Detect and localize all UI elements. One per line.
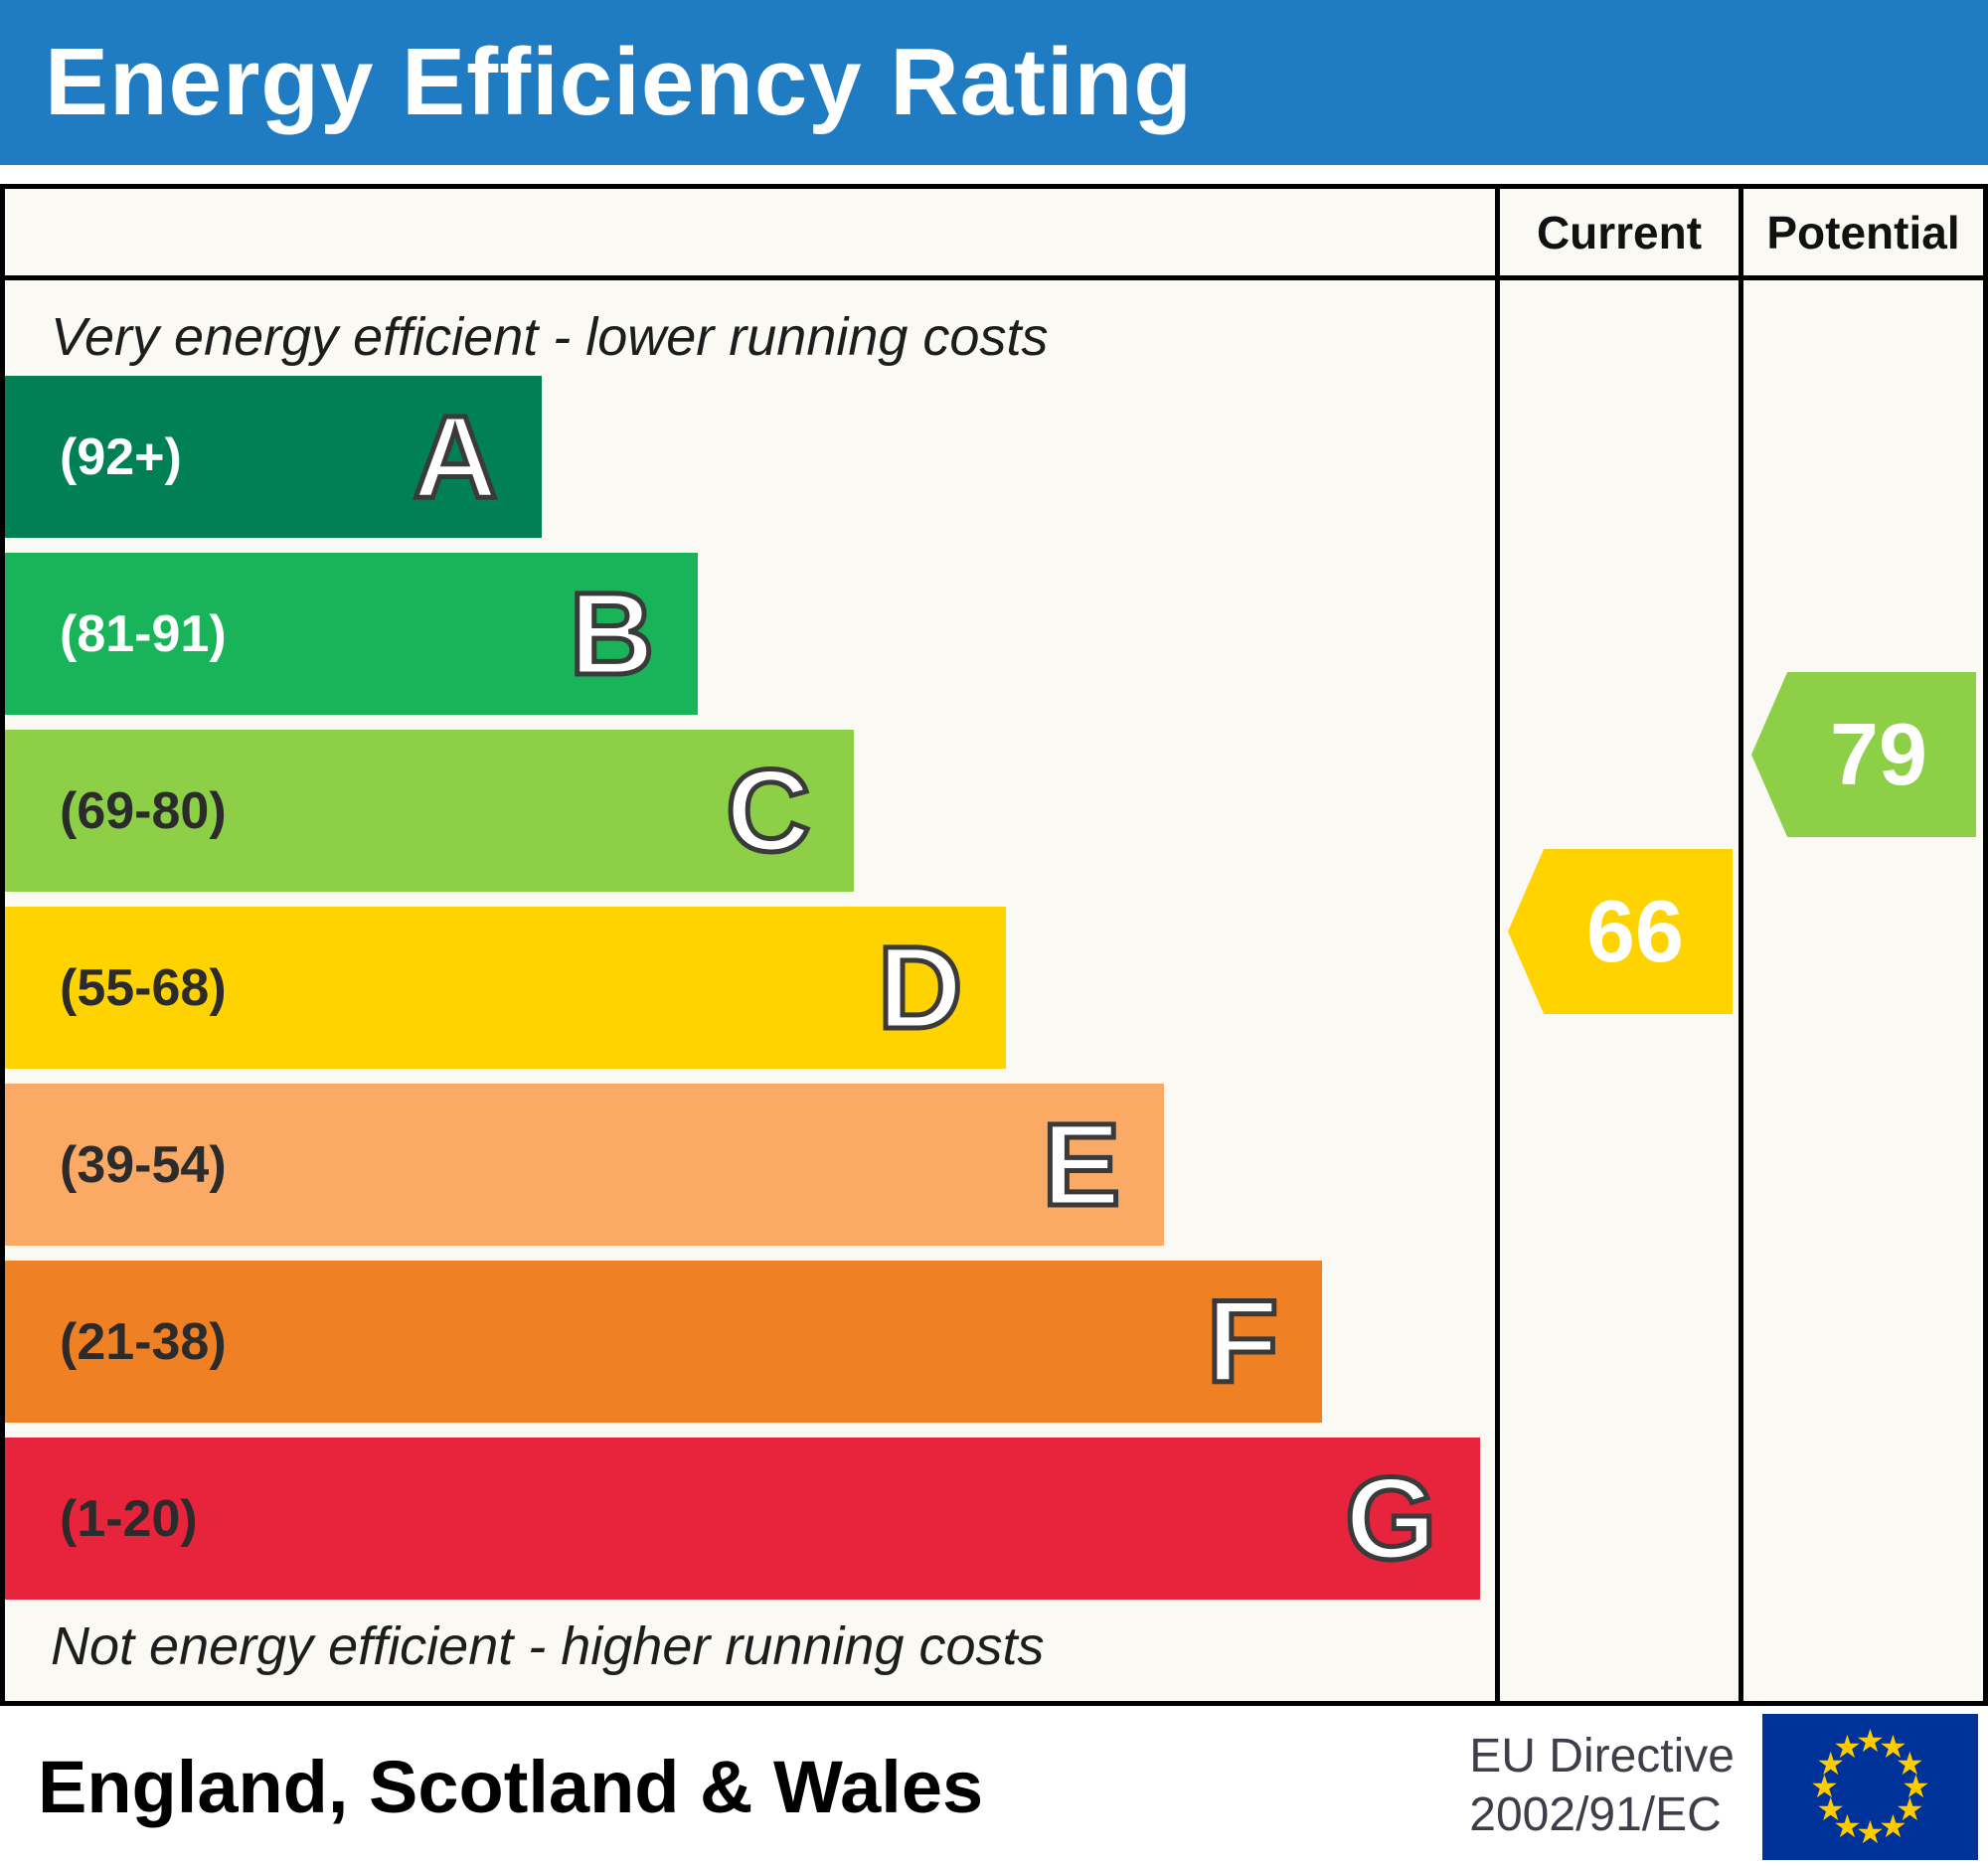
rating-band-bar: (55-68) D: [5, 907, 1007, 1069]
potential-rating-arrow: 79: [1751, 672, 1976, 837]
rating-band-bar: (1-20) G: [5, 1438, 1480, 1600]
rating-band-row: (92+) A: [5, 376, 1495, 538]
band-range-label: (81-91): [60, 604, 227, 663]
column-header-spacer: [5, 189, 1495, 280]
band-letter: A: [411, 391, 500, 523]
eu-directive-label: EU Directive 2002/91/EC: [1469, 1728, 1735, 1844]
rating-band-row: (55-68) D: [5, 907, 1495, 1069]
band-letter: B: [567, 568, 656, 700]
current-column: 66: [1495, 280, 1739, 1701]
eu-flag-star-icon: ★: [1810, 1769, 1839, 1804]
energy-efficiency-chart: Current Potential Very energy efficient …: [0, 184, 1988, 1706]
current-rating-value: 66: [1586, 882, 1684, 980]
top-note: Very energy efficient - lower running co…: [51, 307, 1049, 367]
band-range-label: (55-68): [60, 958, 227, 1017]
rating-band-bar: (21-38) F: [5, 1261, 1323, 1423]
potential-column: 79: [1739, 280, 1983, 1701]
band-letter: D: [876, 922, 965, 1054]
band-range-label: (1-20): [60, 1489, 198, 1548]
rating-band-row: (81-91) B: [5, 553, 1495, 715]
rating-band-row: (69-80) C: [5, 730, 1495, 892]
rating-band-row: (39-54) E: [5, 1084, 1495, 1246]
rating-band-bar: (81-91) B: [5, 553, 699, 715]
rating-band-bar: (39-54) E: [5, 1084, 1165, 1246]
eu-flag-star-icon: ★: [1902, 1769, 1930, 1804]
eu-flag-star-icon: ★: [1833, 1807, 1862, 1844]
eu-flag-star-icon: ★: [1879, 1807, 1907, 1844]
band-letter: G: [1343, 1452, 1439, 1585]
rating-band-bar: (92+) A: [5, 376, 542, 538]
eu-flag-star-icon: ★: [1816, 1791, 1845, 1827]
eu-flag-star-icon: ★: [1879, 1729, 1907, 1766]
eu-directive-line2: 2002/91/EC: [1469, 1788, 1722, 1841]
rating-band-row: (1-20) G: [5, 1438, 1495, 1600]
chart-footer: England, Scotland & Wales EU Directive 2…: [0, 1706, 1988, 1867]
rating-band-row: (21-38) F: [5, 1261, 1495, 1423]
eu-flag-star-icon: ★: [1856, 1723, 1885, 1759]
bands-column: Very energy efficient - lower running co…: [5, 280, 1495, 1701]
eu-flag-star-icon: ★: [1895, 1791, 1924, 1827]
eu-flag-icon: ★ ★ ★ ★ ★ ★ ★ ★ ★ ★ ★ ★: [1762, 1713, 1978, 1860]
current-column-header: Current: [1495, 189, 1739, 280]
band-letter: C: [724, 745, 813, 877]
potential-column-header: Potential: [1739, 189, 1983, 280]
eu-flag-star-icon: ★: [1833, 1729, 1862, 1766]
current-rating-arrow: 66: [1508, 849, 1733, 1014]
eu-flag-star-icon: ★: [1856, 1814, 1885, 1850]
band-letter: F: [1205, 1275, 1281, 1408]
chart-header: Energy Efficiency Rating: [0, 0, 1988, 165]
band-range-label: (69-80): [60, 781, 227, 840]
band-range-label: (21-38): [60, 1312, 227, 1371]
region-label: England, Scotland & Wales: [38, 1745, 984, 1828]
bottom-note: Not energy efficient - higher running co…: [51, 1616, 1045, 1676]
chart-title: Energy Efficiency Rating: [45, 29, 1193, 135]
band-letter: E: [1040, 1099, 1123, 1231]
eu-flag-star-icon: ★: [1816, 1746, 1845, 1782]
eu-flag-star-icon: ★: [1895, 1746, 1924, 1782]
eu-directive-line1: EU Directive: [1469, 1730, 1735, 1783]
rating-band-bar: (69-80) C: [5, 730, 855, 892]
band-range-label: (39-54): [60, 1135, 227, 1194]
band-range-label: (92+): [60, 427, 182, 486]
rating-bands: (92+) A (81-91) B (69-80) C (55-68) D (3…: [5, 376, 1495, 1600]
potential-rating-value: 79: [1830, 705, 1927, 803]
